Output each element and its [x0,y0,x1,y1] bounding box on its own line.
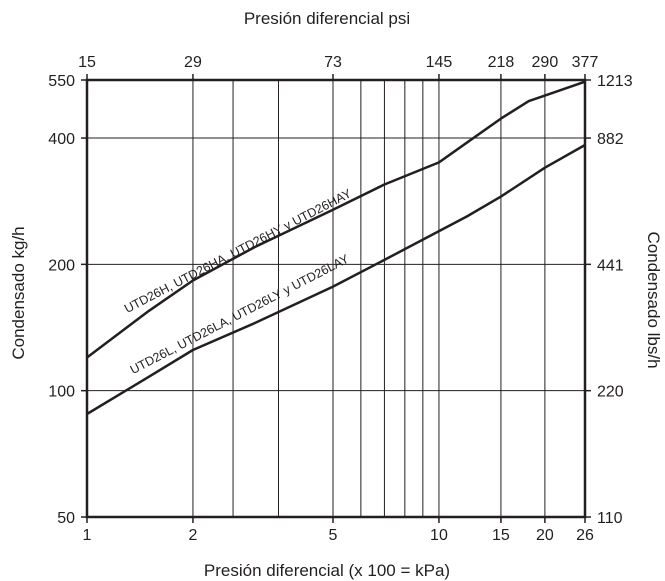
x-tick-top-label: 29 [184,54,202,71]
x-tick-bottom-label: 5 [329,527,338,544]
x-tick-bottom-label: 1 [83,527,92,544]
y-tick-right-label: 1213 [597,73,633,90]
x-tick-bottom-label: 15 [492,527,510,544]
y-tick-right-label: 441 [597,257,624,274]
left-axis-title: Condensado kg/h [9,226,28,359]
x-tick-top-label: 145 [426,54,453,71]
series-label-2: UTD26L, UTD26LA, UTD26LY y UTD26LAY [128,252,352,378]
series-line-2 [86,143,586,416]
x-tick-top-label: 73 [324,54,342,71]
x-tick-bottom-label: 20 [536,527,554,544]
right-axis-title: Condensado lbs/h [644,231,663,368]
y-tick-left-label: 550 [48,73,75,90]
x-tick-bottom-label: 26 [576,527,594,544]
gridlines [87,80,585,517]
bottom-axis-title: Presión diferencial (x 100 = kPa) [204,561,450,580]
series-layer: UTD26H, UTD26HA, UTD26HY y UTD26HAYUTD26… [86,80,586,416]
y-tick-left-label: 50 [57,510,75,527]
x-tick-top-label: 377 [572,54,599,71]
series-line-1 [86,80,586,359]
y-tick-right-label: 220 [597,384,624,401]
y-tick-left-label: 100 [48,384,75,401]
top-axis-title: Presión diferencial psi [244,9,410,28]
y-tick-left-label: 200 [48,257,75,274]
y-tick-right-label: 882 [597,131,624,148]
x-tick-top-label: 290 [532,54,559,71]
x-tick-bottom-label: 10 [430,527,448,544]
x-tick-top-label: 15 [78,54,96,71]
plot-frame [85,78,587,519]
x-tick-top-label: 218 [488,54,515,71]
series-label-1: UTD26H, UTD26HA, UTD26HY y UTD26HAY [122,186,354,316]
x-tick-bottom-label: 2 [188,527,197,544]
y-tick-left-label: 400 [48,131,75,148]
y-tick-right-label: 110 [597,510,623,527]
tick-layer: 1 2 5 10 15 20 26 15 29 73 145 218 290 377 50 100 200 400… [48,54,632,544]
